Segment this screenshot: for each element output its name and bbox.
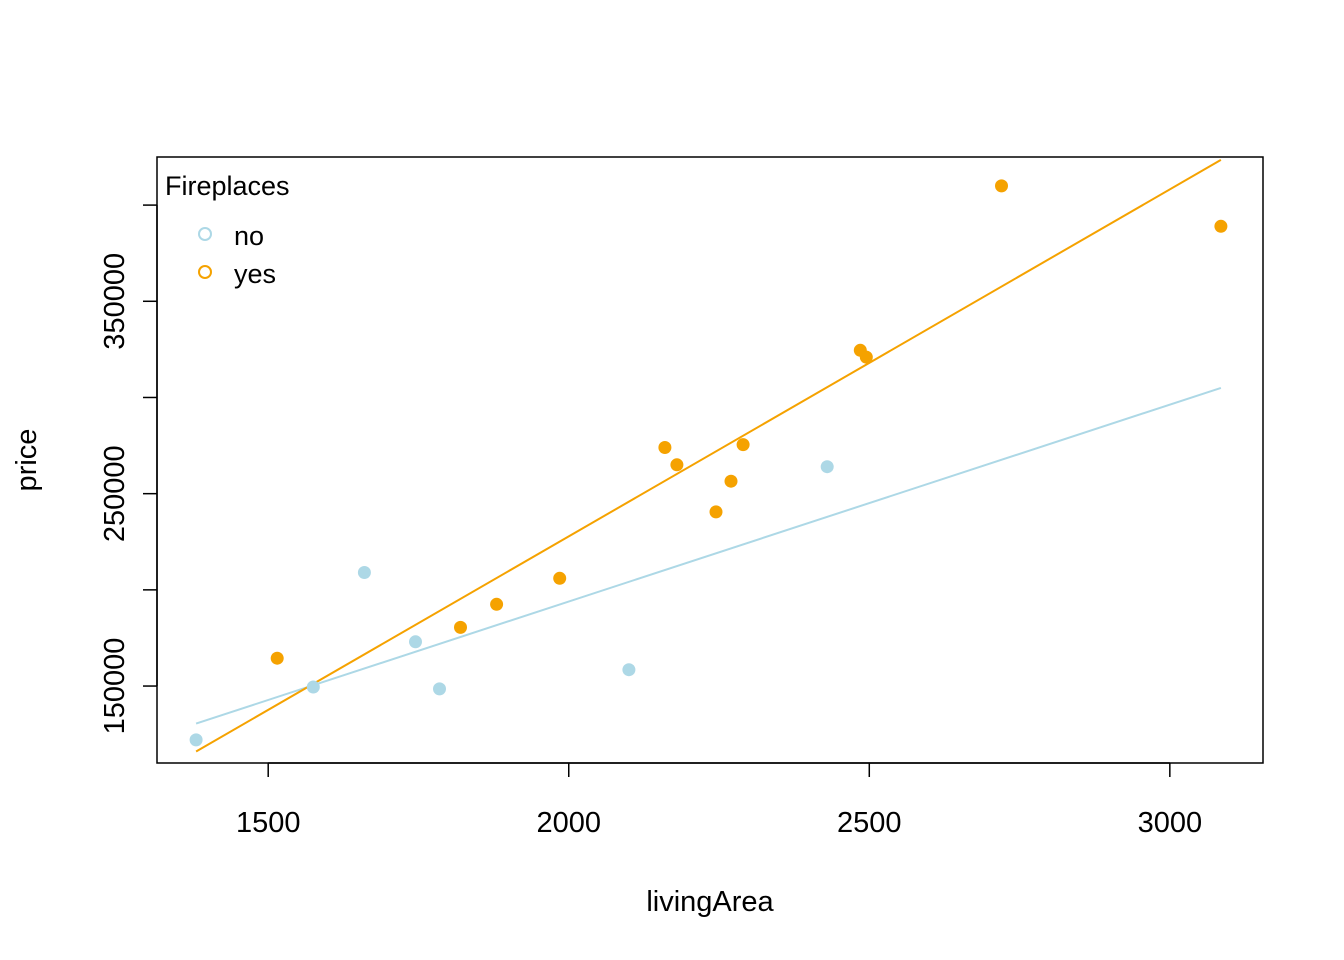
legend-marker-no (198, 227, 212, 241)
y-axis-label: price (11, 429, 43, 492)
legend-marker-yes (198, 265, 212, 279)
fit-line-no (195, 386, 1222, 725)
point-yes-0 (270, 651, 284, 665)
point-yes-7 (724, 474, 738, 488)
point-no-5 (622, 663, 636, 677)
x-tick-label: 3000 (1138, 807, 1203, 839)
legend: Fireplaces no yes (165, 171, 290, 289)
point-no-0 (189, 733, 203, 747)
point-no-4 (433, 682, 446, 696)
point-yes-5 (670, 458, 684, 472)
point-yes-6 (709, 505, 723, 519)
point-no-1 (306, 680, 320, 694)
point-yes-11 (995, 179, 1008, 193)
point-yes-8 (736, 438, 750, 452)
fit-lines (195, 159, 1222, 753)
legend-label-no: no (234, 221, 264, 251)
x-tick-label: 2500 (837, 807, 902, 839)
point-yes-12 (1214, 219, 1228, 233)
y-tick-label: 150000 (99, 638, 131, 735)
point-no-2 (357, 566, 371, 579)
y-tick-label: 350000 (99, 253, 131, 350)
point-yes-2 (490, 597, 504, 611)
fit-line-yes (195, 159, 1222, 753)
legend-title: Fireplaces (165, 171, 290, 201)
point-no-6 (820, 460, 834, 474)
point-no-3 (409, 635, 422, 649)
x-tick-label: 1500 (236, 807, 301, 839)
point-yes-10 (859, 350, 873, 364)
data-points (189, 179, 1228, 747)
legend-label-yes: yes (234, 259, 276, 289)
point-yes-1 (454, 620, 467, 634)
x-axis-label: livingArea (646, 886, 774, 918)
point-yes-3 (553, 571, 567, 585)
y-axis: 150000 250000 350000 (99, 204, 158, 735)
point-yes-4 (658, 441, 672, 454)
y-tick-label: 250000 (99, 445, 131, 542)
x-axis: 1500 2000 2500 3000 (236, 762, 1203, 839)
x-tick-label: 2000 (536, 807, 601, 839)
